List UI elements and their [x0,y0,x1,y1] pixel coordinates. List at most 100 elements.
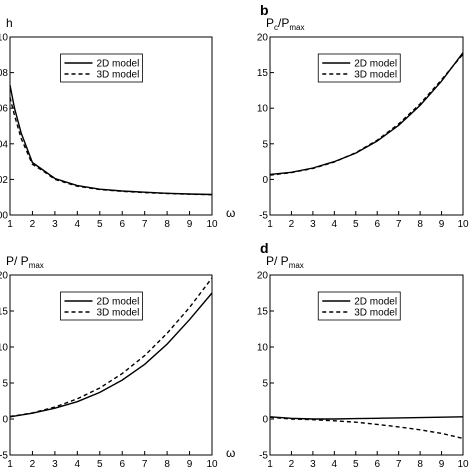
x-tick-label: 5 [353,459,359,470]
y-tick-label: 04 [0,139,8,150]
legend-label: 2D model [97,297,140,308]
y-tick-label: -5 [259,211,268,222]
y-tick-label: 10 [257,343,269,354]
x-tick-label: 3 [310,219,316,230]
y-tick-label: 10 [0,343,8,354]
x-tick-label: 3 [310,459,316,470]
y-axis-label: P/ Pmax [266,254,304,270]
legend-label: 3D model [354,308,397,319]
x-tick-label: 8 [164,459,170,470]
y-tick-label: 15 [257,68,269,79]
x-tick-label: 1 [267,459,273,470]
y-tick-label: 20 [0,271,8,282]
x-tick-label: 6 [119,459,125,470]
x-tick-label: 7 [142,459,148,470]
x-tick-label: 8 [417,459,423,470]
panel-letter: b [260,2,269,18]
x-axis-label: ω [226,206,235,220]
x-axis-label: ω [226,446,235,460]
series-line-3d-model [9,97,213,196]
y-tick-label: 10 [0,33,8,44]
y-tick-label: -5 [259,451,268,462]
legend-label: 3D model [97,70,140,81]
x-tick-label: 6 [374,219,380,230]
x-tick-label: 1 [7,459,13,470]
x-tick-label: 10 [206,459,218,470]
y-tick-label: 5 [262,379,268,390]
y-axis-label: h [6,16,13,30]
y-tick-label: 15 [0,307,8,318]
legend-box [60,291,143,321]
y-tick-label: 20 [257,33,269,44]
y-axis-label: Pc/Pmax [266,16,304,32]
plot-frame [9,36,213,216]
plot-frame [269,274,464,456]
legend-label: 2D model [354,59,397,70]
x-tick-label: 2 [30,219,36,230]
x-tick-label: 5 [353,219,359,230]
x-tick-label: 5 [97,219,103,230]
legend-label: 3D model [97,308,140,319]
x-tick-label: 9 [439,459,445,470]
legend-box [317,53,401,83]
plot-frame [269,36,464,216]
x-tick-label: 9 [187,219,193,230]
x-tick-label: 4 [75,219,81,230]
x-tick-label: 8 [164,219,170,230]
panel-letter: d [260,240,269,256]
y-axis-label: P/ Pmax [6,254,44,270]
series-line-3d-model [269,53,464,176]
y-tick-label: -5 [0,451,8,462]
x-tick-label: 1 [7,219,13,230]
plot-frame [9,274,213,456]
x-tick-label: 4 [332,219,338,230]
x-tick-label: 6 [119,219,125,230]
x-tick-label: 3 [52,219,58,230]
y-tick-label: 02 [0,175,8,186]
x-tick-label: 6 [374,459,380,470]
chart-panel-3: 1 2 3 4 5 6 7 8 9 10 -5 0 5 10 15 20P/ Pmax ω 2D model3D … [0,254,235,470]
series-line-2d-model [9,84,213,196]
y-tick-label: 0 [2,415,8,426]
series-line-2d-model [9,292,213,418]
y-tick-label: 08 [0,68,8,79]
x-tick-label: 7 [142,219,148,230]
x-tick-label: 2 [289,219,295,230]
y-tick-label: 20 [257,271,269,282]
y-tick-label: 5 [262,139,268,150]
legend-label: 2D model [97,59,140,70]
x-tick-label: 9 [439,219,445,230]
legend-box [60,53,143,83]
x-tick-label: 9 [187,459,193,470]
series-line-3d-model [269,416,464,440]
x-tick-label: 4 [332,459,338,470]
x-tick-label: 10 [457,219,469,230]
y-tick-label: 0 [262,415,268,426]
x-tick-label: 3 [52,459,58,470]
x-tick-label: 2 [30,459,36,470]
x-tick-label: 8 [417,219,423,230]
x-tick-label: 2 [289,459,295,470]
x-tick-label: 5 [97,459,103,470]
legend-label: 2D model [354,297,397,308]
legend-box [317,291,401,321]
x-tick-label: 4 [75,459,81,470]
y-tick-label: 06 [0,104,8,115]
x-tick-label: 1 [267,219,273,230]
y-tick-label: 5 [2,379,8,390]
x-tick-label: 7 [396,219,402,230]
y-tick-label: 0 [262,175,268,186]
x-tick-label: 10 [457,459,469,470]
series-line-2d-model [269,416,464,420]
y-tick-label: 00 [0,211,8,222]
series-line-3d-model [9,277,213,418]
y-tick-label: 15 [257,307,269,318]
y-tick-label: 10 [257,104,269,115]
x-tick-label: 10 [206,219,218,230]
legend-label: 3D model [354,70,397,81]
x-tick-label: 7 [396,459,402,470]
